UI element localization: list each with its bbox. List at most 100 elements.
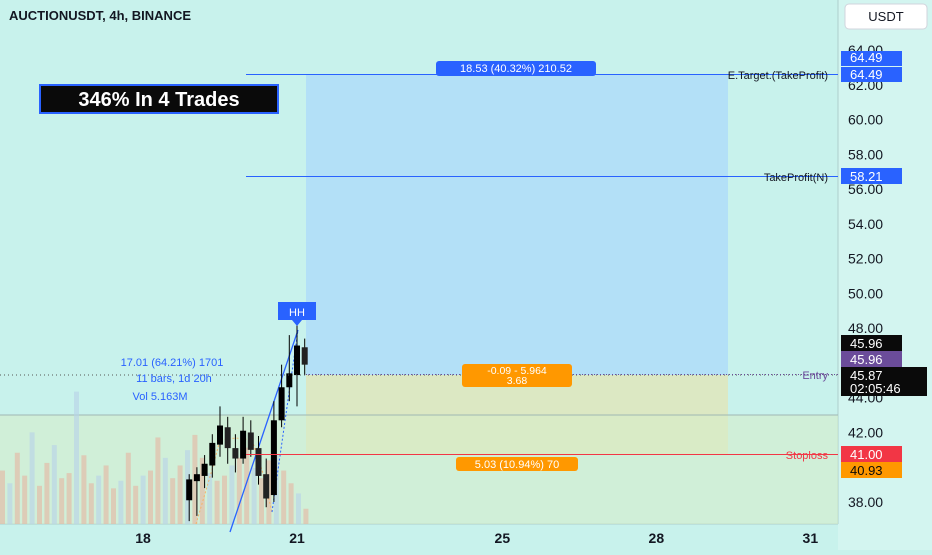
volume-bar	[162, 457, 168, 524]
volume-bar	[29, 432, 35, 524]
time-axis-ticks: 18 21 25 28 31	[135, 530, 818, 546]
currency-button[interactable]	[844, 3, 928, 30]
trend-line-up	[229, 329, 299, 533]
volume-bar	[103, 465, 109, 524]
volume-bar	[66, 473, 72, 524]
entry-badge	[841, 351, 902, 367]
measure-line1: 17.01 (64.21%) 1701	[121, 357, 224, 369]
candle-body	[255, 448, 262, 476]
candle-body	[209, 442, 216, 466]
take-profit-badge-text: 58.21	[850, 169, 883, 184]
volume-bar	[81, 455, 87, 524]
entry-badge-text: 45.96	[850, 352, 883, 367]
volume-bar	[281, 470, 287, 524]
volume-bar	[74, 391, 79, 524]
volume-bar	[177, 465, 183, 524]
performance-banner-text: 346% In 4 Trades	[78, 89, 239, 111]
target-stats-box	[436, 61, 596, 76]
time-tick-label: 28	[649, 530, 665, 546]
hh-label-box	[278, 302, 316, 326]
candle-body	[217, 425, 223, 445]
volume-bar	[303, 508, 309, 524]
candle-body	[301, 347, 308, 365]
volume-bar	[14, 452, 20, 524]
volume-bar	[207, 473, 213, 524]
measure-line3: Vol 5.163M	[132, 391, 187, 403]
volume-bar	[244, 447, 250, 524]
price-tick-label: 54.00	[848, 216, 883, 232]
volume-bar	[125, 452, 131, 524]
volume-bar	[148, 470, 153, 524]
candle-body	[294, 345, 300, 376]
candle-body	[247, 432, 254, 450]
take-profit-label: TakeProfit(N)	[764, 172, 828, 184]
price-tick-label: 56.00	[848, 181, 883, 197]
volume-bar	[251, 468, 257, 524]
price-tick-label: 38.00	[848, 494, 883, 510]
volume-bar	[140, 475, 146, 524]
time-tick-label: 18	[135, 530, 151, 546]
high-price-badge-text: 45.96	[850, 336, 883, 351]
stop-orange-badge-text: 40.93	[850, 463, 883, 478]
stoploss-badge	[841, 446, 902, 462]
volume-bar	[118, 480, 124, 524]
currency-button-label: USDT	[868, 9, 903, 24]
volume-bar	[22, 475, 28, 524]
volume-bar	[199, 457, 205, 524]
hh-label-text: HH	[289, 307, 305, 319]
last-price-badge	[841, 367, 927, 396]
volume-bar	[0, 470, 5, 524]
candle-body	[278, 387, 285, 421]
volume-bar	[133, 485, 139, 524]
volume-bar	[214, 480, 220, 524]
candle-body	[270, 420, 277, 496]
stoploss-badge-text: 41.00	[850, 447, 883, 462]
price-tick-label: 60.00	[848, 112, 883, 128]
time-tick-label: 31	[803, 530, 819, 546]
symbol-title: AUCTIONUSDT, 4h, BINANCE	[9, 8, 191, 23]
price-tick-label: 58.00	[848, 146, 883, 162]
measure-line2: 11 bars, 1d 20h	[136, 373, 212, 385]
candle-body	[263, 474, 270, 499]
stop-stats-text: 5.03 (10.94%) 70	[475, 459, 559, 471]
candle-body	[240, 430, 247, 459]
take-profit-badge	[841, 168, 902, 184]
risk-reward-line1: -0.09 - 5.964	[487, 365, 547, 377]
volume-bar	[229, 465, 235, 524]
volume-bar	[288, 483, 294, 524]
stop-stats-box	[456, 457, 578, 471]
stoploss-label: Stoploss	[786, 450, 829, 462]
e-target-badge-1	[841, 51, 902, 66]
time-tick-label: 25	[495, 530, 511, 546]
volume-bar	[155, 437, 161, 524]
candle-body	[232, 448, 239, 459]
last-price-text: 45.87	[850, 368, 883, 383]
candles	[186, 312, 308, 522]
trend-line-dotted	[271, 329, 299, 513]
price-tick-label: 42.00	[848, 424, 883, 440]
volume-bar	[222, 475, 227, 524]
price-tick-label: 48.00	[848, 320, 883, 336]
volume-bar	[59, 478, 65, 524]
performance-banner	[39, 84, 279, 114]
lower-shaded-zone	[0, 415, 838, 524]
entry-label: Entry	[802, 370, 828, 382]
volume-bar	[44, 462, 50, 524]
countdown-text: 02:05:46	[850, 381, 901, 396]
e-target-label: E.Target.(TakeProfit)	[728, 70, 828, 82]
volume-bar	[88, 483, 94, 524]
risk-reward-box	[462, 364, 572, 387]
volume-bar	[296, 493, 301, 524]
candle-body	[193, 474, 200, 482]
target-zone	[306, 75, 728, 375]
volume-bar	[259, 478, 264, 524]
volume-bar	[7, 483, 13, 524]
candle-body	[201, 463, 208, 476]
price-tick-label: 52.00	[848, 251, 883, 267]
stop-orange-badge	[841, 462, 902, 478]
candle-body	[224, 427, 231, 449]
volume-bar	[170, 478, 176, 524]
time-tick-label: 21	[289, 530, 305, 546]
